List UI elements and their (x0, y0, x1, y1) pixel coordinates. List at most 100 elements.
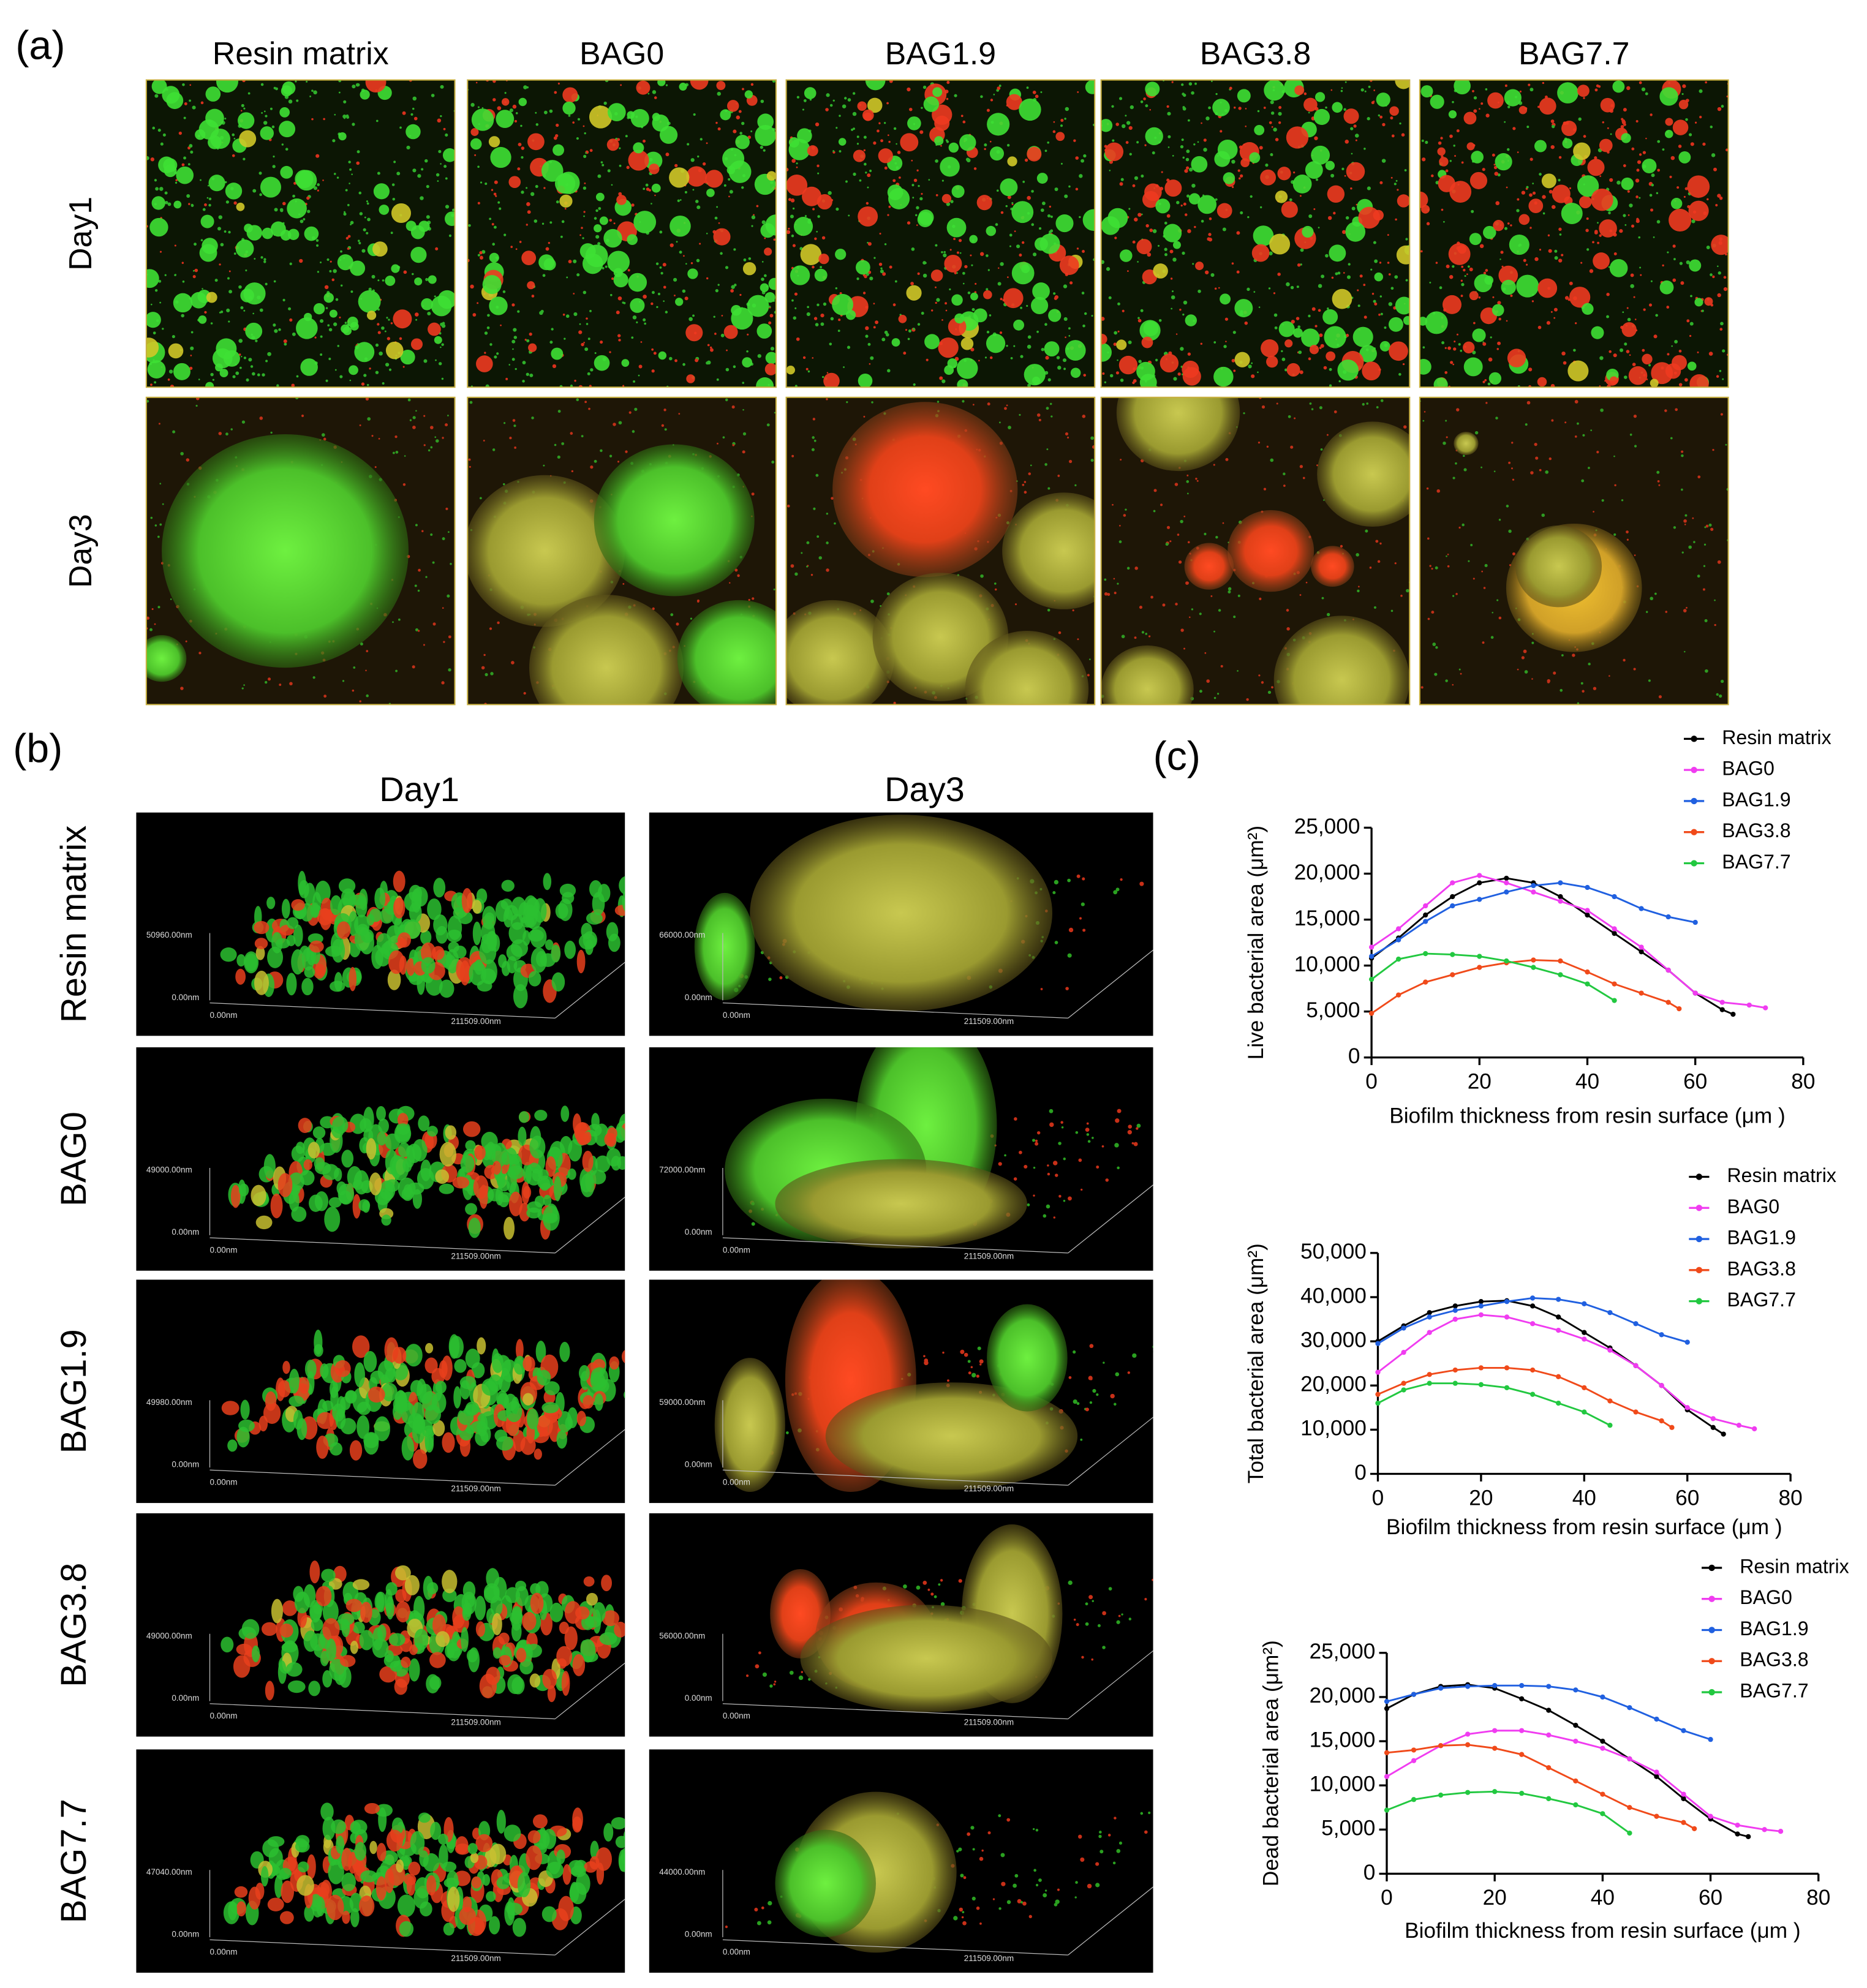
speckle (1670, 156, 1675, 160)
speckle (742, 450, 745, 454)
cell-cluster (345, 1390, 357, 1403)
cell-cluster (940, 156, 960, 177)
speckle (265, 115, 268, 118)
cell-cluster (360, 89, 370, 100)
cell-cluster (556, 1430, 567, 1449)
speckle (1422, 346, 1425, 349)
speckle (1068, 327, 1071, 330)
cell-cluster (1101, 342, 1112, 362)
speckle (579, 323, 581, 325)
cell-cluster (398, 1177, 416, 1200)
speckle (1117, 582, 1119, 585)
speckle (582, 237, 584, 239)
speckle (377, 171, 380, 175)
speckle (312, 676, 315, 679)
cell-cluster (1600, 97, 1615, 113)
cell-cluster (1433, 377, 1448, 388)
speckle (1117, 302, 1120, 306)
cell-cluster (1621, 322, 1637, 337)
speckle (793, 316, 797, 320)
speckle (1443, 441, 1446, 445)
speckle (618, 192, 622, 196)
speckle (224, 230, 227, 233)
speckle (335, 298, 339, 301)
speckle (1530, 471, 1534, 475)
speckle (908, 107, 913, 111)
speckle (452, 208, 455, 212)
micrograph (467, 397, 776, 705)
speckle (192, 105, 196, 110)
speckle (265, 360, 268, 363)
speckle (763, 149, 766, 152)
speckle (1182, 314, 1185, 316)
micrograph (1101, 397, 1410, 705)
cell-cluster (1487, 92, 1504, 109)
speckle (1150, 595, 1153, 599)
cell-cluster (461, 887, 473, 913)
speckle (1013, 345, 1016, 347)
speckle (1031, 190, 1034, 193)
speckle (643, 318, 646, 322)
speckle (1614, 484, 1616, 487)
speckle (1504, 227, 1508, 230)
speckle (1454, 155, 1456, 157)
speckle (1115, 1372, 1120, 1377)
speckle (613, 423, 616, 426)
cell-cluster (621, 359, 630, 367)
speckle (190, 346, 194, 350)
speckle (816, 230, 818, 233)
speckle (1041, 201, 1046, 205)
speckle (1484, 378, 1487, 382)
speckle (210, 322, 213, 325)
speckle (1288, 415, 1291, 418)
speckle (358, 191, 362, 195)
speckle (1210, 595, 1213, 597)
speckle (1014, 1117, 1017, 1121)
speckle (1597, 241, 1600, 244)
speckle (632, 315, 637, 320)
speckle (182, 280, 185, 283)
cell-cluster (817, 194, 832, 210)
cell-cluster (1689, 259, 1702, 272)
speckle (1271, 126, 1273, 128)
micrograph-border (145, 79, 456, 388)
cell-cluster (341, 324, 350, 334)
speckle (332, 139, 336, 143)
speckle (1144, 144, 1147, 146)
speckle (814, 237, 817, 240)
speckle (443, 641, 445, 643)
speckle (1496, 599, 1499, 601)
speckle (656, 306, 658, 308)
speckle (1380, 312, 1383, 315)
cell-cluster (1030, 296, 1049, 315)
speckle (792, 207, 795, 210)
speckle (1717, 560, 1721, 564)
speckle (889, 265, 892, 269)
cell-cluster (508, 176, 521, 189)
speckle (403, 270, 407, 274)
speckle (1560, 688, 1563, 692)
cell-cluster (205, 382, 214, 388)
speckle (1283, 484, 1286, 487)
speckle (1082, 250, 1085, 253)
biofilm-colony (832, 402, 1018, 578)
cell-cluster (976, 195, 992, 211)
speckle (1040, 988, 1043, 990)
speckle (1483, 271, 1487, 275)
speckle (1516, 209, 1520, 213)
speckle (415, 524, 418, 527)
speckle (1314, 325, 1318, 328)
speckle (272, 165, 276, 168)
cell-cluster (1292, 328, 1303, 338)
speckle (1427, 617, 1430, 620)
speckle (1613, 252, 1617, 255)
speckle (1052, 1161, 1058, 1165)
speckle (577, 118, 581, 121)
micrograph (786, 80, 1095, 388)
speckle (853, 127, 855, 130)
speckle (870, 356, 874, 360)
cell-cluster (579, 243, 596, 260)
speckle (391, 183, 395, 186)
speckle (818, 556, 822, 560)
speckle (696, 205, 701, 209)
